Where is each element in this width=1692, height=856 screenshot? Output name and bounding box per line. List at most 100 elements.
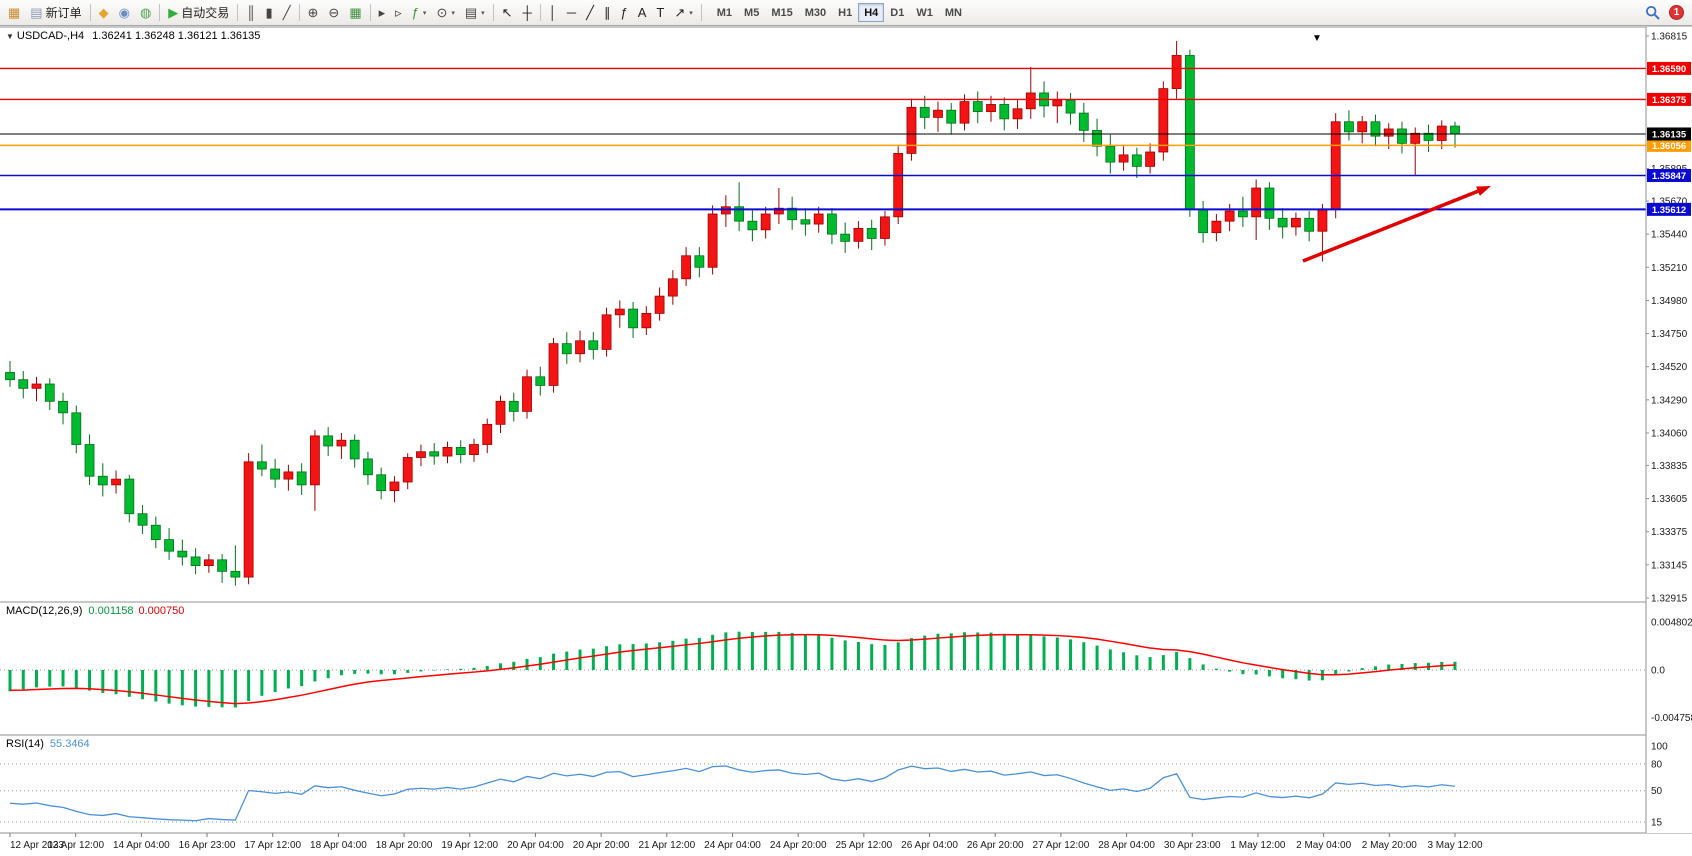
toolbar-text-label-button[interactable]: T	[651, 2, 669, 23]
toolbar-trendline-button[interactable]: ╱	[581, 2, 599, 23]
price-axis[interactable]: 1.368151.358951.356701.354401.352101.349…	[1645, 27, 1692, 833]
toolbar-profile-button[interactable]: ◉	[114, 2, 135, 23]
toolbar-vertical-line-button[interactable]: │	[544, 2, 562, 23]
new-chart-icon: ▦	[8, 5, 21, 20]
community-icon: ◍	[139, 5, 152, 20]
svg-text:14 Apr 04:00: 14 Apr 04:00	[113, 840, 170, 851]
toolbar-zoom-out-button[interactable]: ⊖	[323, 2, 344, 23]
svg-text:21 Apr 12:00: 21 Apr 12:00	[638, 840, 695, 851]
periods-icon: ⊙	[436, 5, 448, 20]
macd-label: MACD(12,26,9) 0.001158 0.000750	[6, 605, 184, 617]
timeframe-m5-button[interactable]: M5	[738, 3, 765, 22]
timeframe-m15-button[interactable]: M15	[765, 3, 798, 22]
svg-text:100: 100	[1651, 742, 1668, 753]
macd-value-signal: 0.000750	[138, 605, 185, 617]
toolbar-indicators-button[interactable]: ƒ ▾	[407, 2, 432, 23]
toolbar-zoom-in-button[interactable]: ⊕	[303, 2, 324, 23]
timeframe-h4-button[interactable]: H4	[858, 3, 885, 22]
chart-frame	[0, 26, 1692, 834]
svg-text:1.33835: 1.33835	[1651, 461, 1688, 472]
svg-text:1.34750: 1.34750	[1651, 329, 1688, 340]
toolbar-fibonacci-button[interactable]: ƒ	[615, 2, 632, 23]
toolbar-auto-scroll-button[interactable]: ▸	[374, 2, 391, 23]
new-order-icon: ▤	[30, 5, 43, 20]
toolbar-horizontal-line-button[interactable]: ─	[562, 2, 581, 23]
templates-icon: ▤	[464, 5, 478, 20]
candlestick-chart-icon: ▮	[265, 5, 273, 20]
timeframe-d1-button[interactable]: D1	[884, 3, 910, 22]
rsi-name: RSI(14)	[6, 738, 44, 750]
toolbar-community-button[interactable]: ◍	[135, 2, 156, 23]
svg-text:20 Apr 04:00: 20 Apr 04:00	[507, 840, 564, 851]
svg-text:20 Apr 20:00: 20 Apr 20:00	[573, 840, 630, 851]
timeframe-m30-button[interactable]: M30	[799, 3, 832, 22]
timeframe-mn-button[interactable]: MN	[939, 3, 968, 22]
toolbar-templates-button[interactable]: ▤ ▾	[460, 2, 490, 23]
toolbar-candlestick-chart-button[interactable]: ▮	[261, 2, 278, 23]
toolbar-tile-windows-button[interactable]: ▦	[344, 2, 366, 23]
svg-text:30 Apr 23:00: 30 Apr 23:00	[1164, 840, 1221, 851]
toolbar-text-button[interactable]: A	[633, 2, 652, 23]
toolbar-separator	[159, 4, 161, 21]
zoom-out-icon: ⊖	[328, 5, 340, 20]
trend-arrow-annotation[interactable]	[1302, 186, 1491, 263]
timeframe-w1-button[interactable]: W1	[910, 3, 939, 22]
arrows-tool-icon: ↗	[674, 5, 686, 20]
svg-text:50: 50	[1651, 786, 1663, 797]
search-button[interactable]	[1644, 4, 1662, 22]
macd-name: MACD(12,26,9)	[6, 605, 83, 617]
toolbar-equidistant-channel-button[interactable]: ∥	[599, 2, 616, 23]
svg-text:2 May 04:00: 2 May 04:00	[1296, 840, 1351, 851]
search-icon	[1645, 5, 1660, 20]
toolbar-new-chart-button[interactable]: ▦	[3, 2, 25, 23]
svg-text:17 Apr 12:00: 17 Apr 12:00	[244, 840, 301, 851]
macd-value-main: 0.001158	[88, 605, 134, 617]
macd-signal-line	[9, 633, 1456, 705]
svg-text:28 Apr 04:00: 28 Apr 04:00	[1098, 840, 1155, 851]
toolbar-line-chart-button[interactable]: ╱	[278, 2, 296, 23]
periods-dropdown-icon: ▾	[451, 9, 455, 17]
svg-text:1.32915: 1.32915	[1651, 594, 1688, 605]
toolbar-new-order-button[interactable]: ▤ 新订单	[25, 2, 86, 23]
text-label-icon: T	[656, 5, 665, 20]
timeframe-m1-button[interactable]: M1	[711, 3, 738, 22]
auto-scroll-icon: ▸	[378, 5, 386, 20]
svg-text:2 May 20:00: 2 May 20:00	[1362, 840, 1417, 851]
svg-text:1 May 12:00: 1 May 12:00	[1230, 840, 1285, 851]
svg-text:13 Apr 12:00: 13 Apr 12:00	[47, 840, 104, 851]
toolbar-chart-shift-button[interactable]: ▹	[390, 2, 407, 23]
svg-text:18 Apr 04:00: 18 Apr 04:00	[310, 840, 367, 851]
indicators-dropdown-icon: ▾	[422, 9, 427, 17]
rsi-line	[9, 765, 1456, 822]
svg-text:19 Apr 12:00: 19 Apr 12:00	[441, 840, 498, 851]
tile-windows-icon: ▦	[349, 5, 362, 20]
toolbar-autotrading-button[interactable]: ▶ 自动交易	[163, 2, 234, 23]
symbol-dropdown-icon[interactable]: ▼	[6, 32, 14, 41]
svg-text:25 Apr 12:00: 25 Apr 12:00	[836, 840, 893, 851]
svg-text:▼: ▼	[1312, 33, 1322, 44]
notification-badge[interactable]: 1	[1669, 5, 1684, 20]
toolbar-cursor-button[interactable]: ↖	[497, 2, 518, 23]
toolbar-separator	[700, 4, 702, 21]
svg-text:1.36815: 1.36815	[1651, 32, 1688, 43]
text-icon: A	[637, 5, 647, 20]
svg-text:1.35440: 1.35440	[1651, 230, 1688, 241]
horizontal-level-lines[interactable]	[0, 67, 1646, 211]
timeframe-h1-button[interactable]: H1	[832, 3, 858, 22]
trendline-icon: ╱	[586, 5, 594, 20]
svg-text:26 Apr 04:00: 26 Apr 04:00	[901, 840, 958, 851]
toolbar-arrows-tool-button[interactable]: ↗ ▾	[669, 2, 697, 23]
profile-icon: ◉	[118, 5, 130, 20]
toolbar-crosshair-button[interactable]: ┼	[518, 2, 537, 23]
price-tags: 1.36590 1.36375 1.36056 1.35847 1.35612 1.361…	[1647, 61, 1691, 216]
svg-text:24 Apr 20:00: 24 Apr 20:00	[770, 840, 827, 851]
svg-text:1.34980: 1.34980	[1651, 296, 1688, 307]
toolbar: ▦ ▤ 新订单 ◆ ◉ ◍ ▶ 自动交易 ║ ▮ ╱ ⊕ ⊖ ▦ ▸ ▹ ƒ ▾ ⊙ ▾ ▤ ▾ ↖ ┼ │ ─ ╱ ∥ ƒ A T ↗ ▾ M…	[0, 0, 1692, 26]
svg-text:80: 80	[1651, 759, 1663, 770]
toolbar-bar-chart-button[interactable]: ║	[241, 2, 260, 23]
toolbar-metaeditor-button[interactable]: ◆	[94, 2, 114, 23]
svg-text:-0.004758: -0.004758	[1651, 713, 1692, 724]
toolbar-periods-button[interactable]: ⊙ ▾	[431, 2, 459, 23]
